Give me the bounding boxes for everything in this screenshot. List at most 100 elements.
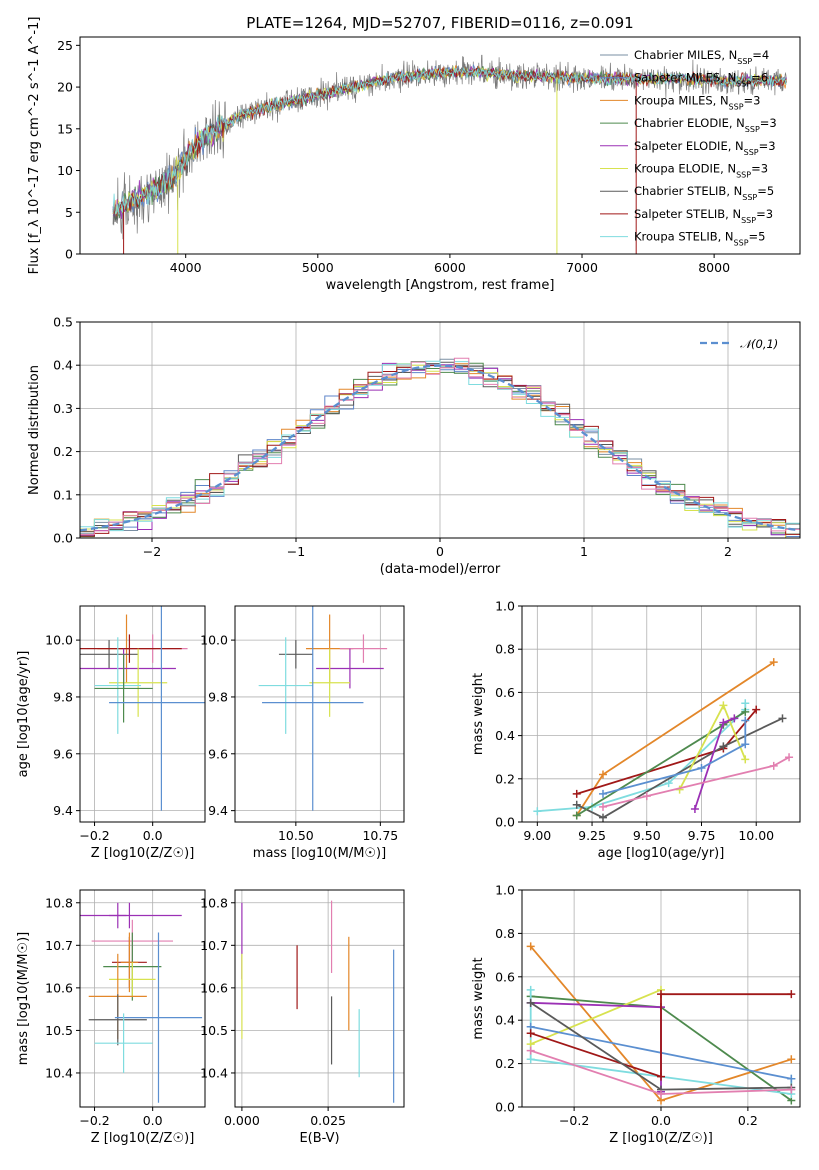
weight-marker <box>657 1089 665 1098</box>
y-tick-label: 0.4 <box>495 1013 515 1028</box>
panel-weight-vs-Z: −0.2 0.0 0.2 0.0 0.2 0.4 0.6 0.8 1.0 Z [log10(Z/Z… <box>471 883 801 1146</box>
x-tick-label: 1 <box>580 544 588 559</box>
weight-marker <box>657 990 665 999</box>
weight-line-kroupa_elodie <box>530 988 662 1045</box>
x-tick-label: −2 <box>143 544 161 559</box>
legend-label: Kroupa ELODIE, NSSP=3 <box>634 162 768 180</box>
axes-frame <box>521 605 801 823</box>
y-tick-label: 0.2 <box>53 444 73 459</box>
weight-marker <box>572 789 581 798</box>
plot-area <box>241 900 395 1103</box>
weight-marker <box>752 705 761 714</box>
y-tick-label: 10.4 <box>45 1065 73 1080</box>
y-tick-label: 10.8 <box>45 895 73 910</box>
y-tick-label: 20 <box>57 80 73 95</box>
weight-marker <box>769 658 778 667</box>
x-tick-label: 0 <box>436 544 444 559</box>
gaussian-curve <box>80 364 798 532</box>
y-tick-label: 5 <box>65 205 73 220</box>
x-axis-label: Z [log10(Z/Z☉)] <box>91 1131 195 1146</box>
weight-marker <box>769 761 778 770</box>
weight-line-pink <box>602 756 790 808</box>
y-tick-label: 10.6 <box>200 980 228 995</box>
weight-marker <box>664 779 673 788</box>
y-tick-label: 9.4 <box>53 803 73 818</box>
legend-label: Kroupa STELIB, NSSP=5 <box>634 230 765 248</box>
x-tick-label: 10.50 <box>278 828 314 843</box>
x-tick-label: 4000 <box>170 260 202 275</box>
model-line-kroupa_stelib <box>112 67 787 215</box>
plot-area <box>80 902 203 1103</box>
y-tick-label: 10.5 <box>45 1023 73 1038</box>
y-axis-label: mass [log10(M/M☉)] <box>16 932 31 1065</box>
x-tick-label: 9.00 <box>523 828 551 843</box>
axes-frame <box>79 321 801 539</box>
weight-marker <box>526 942 535 951</box>
y-axis-label: mass weight <box>471 673 486 755</box>
x-tick-label: 10.75 <box>362 828 398 843</box>
legend-label: Chabrier ELODIE, NSSP=3 <box>634 116 777 134</box>
weight-marker <box>598 813 607 822</box>
weight-line-gaussian <box>602 720 747 795</box>
y-tick-label: 10.0 <box>200 633 228 648</box>
legend-label: 𝒩(0,1) <box>740 337 778 351</box>
x-tick-label: 8000 <box>698 260 730 275</box>
figure-title: PLATE=1264, MJD=52707, FIBERID=0116, z=0… <box>246 14 633 32</box>
weight-marker <box>741 707 750 716</box>
x-axis-label: age [log10(age/yr)] <box>598 846 725 861</box>
weight-marker <box>690 805 699 814</box>
x-tick-label: 10.00 <box>738 828 774 843</box>
y-tick-label: 9.8 <box>208 689 228 704</box>
weight-marker <box>741 755 750 764</box>
weight-marker <box>657 1072 665 1081</box>
x-tick-label: 7000 <box>566 260 598 275</box>
x-tick-label: 0.0 <box>143 1113 163 1128</box>
weight-marker <box>598 789 607 798</box>
weight-marker <box>526 985 535 994</box>
panel-residuals: −2 −1 0 1 2 0.0 0.1 0.2 0.3 0.4 0.5 (data-model)/er… <box>27 315 801 577</box>
weight-marker <box>741 716 750 725</box>
weight-marker <box>598 770 607 779</box>
panel-mass-vs-Z: −0.2 0.0 10.4 10.5 10.6 10.7 10.8 Z [log10(Z/Z☉… <box>16 889 206 1146</box>
x-tick-label: −0.2 <box>559 1113 589 1128</box>
plot-area <box>533 658 794 822</box>
y-tick-label: 9.6 <box>208 746 228 761</box>
weight-marker <box>642 792 651 801</box>
x-tick-label: 9.25 <box>578 828 606 843</box>
y-tick-label: 0.3 <box>53 401 73 416</box>
y-axis-label: age [log10(age/yr)] <box>16 651 31 778</box>
x-tick-label: 5000 <box>302 260 334 275</box>
weight-line-salpeter_elodie <box>694 717 735 810</box>
axes-frame <box>79 605 206 823</box>
x-axis-label: wavelength [Angstrom, rest frame] <box>326 278 555 293</box>
y-axis-label: mass weight <box>471 957 486 1039</box>
weight-marker <box>787 990 796 999</box>
x-tick-label: 0.000 <box>224 1113 260 1128</box>
weight-marker <box>787 1085 796 1094</box>
x-tick-label: 0.025 <box>310 1113 346 1128</box>
weight-marker <box>785 753 794 762</box>
x-tick-label: 6000 <box>434 260 466 275</box>
y-tick-label: 0.5 <box>53 315 73 330</box>
x-axis-label: E(B-V) <box>299 1131 339 1146</box>
y-tick-label: 0.6 <box>495 969 515 984</box>
y-tick-label: 10.4 <box>200 1065 228 1080</box>
weight-marker <box>730 714 739 723</box>
legend-label: Kroupa MILES, NSSP=3 <box>634 93 760 111</box>
x-tick-label: 9.50 <box>633 828 661 843</box>
y-tick-label: 0.0 <box>495 1100 515 1115</box>
plot-area <box>112 54 788 254</box>
y-tick-label: 0 <box>65 247 73 262</box>
legend-label: Chabrier STELIB, NSSP=5 <box>634 184 774 202</box>
weight-marker <box>741 740 750 749</box>
y-tick-label: 9.8 <box>53 689 73 704</box>
y-tick-label: 1.0 <box>495 599 515 614</box>
y-tick-label: 10 <box>57 163 73 178</box>
y-tick-label: 0.4 <box>53 358 73 373</box>
y-tick-label: 10.6 <box>45 980 73 995</box>
x-tick-label: −0.2 <box>79 828 109 843</box>
x-tick-label: 2 <box>724 544 732 559</box>
y-tick-label: 0.6 <box>495 685 515 700</box>
legend: 𝒩(0,1) <box>700 337 778 351</box>
